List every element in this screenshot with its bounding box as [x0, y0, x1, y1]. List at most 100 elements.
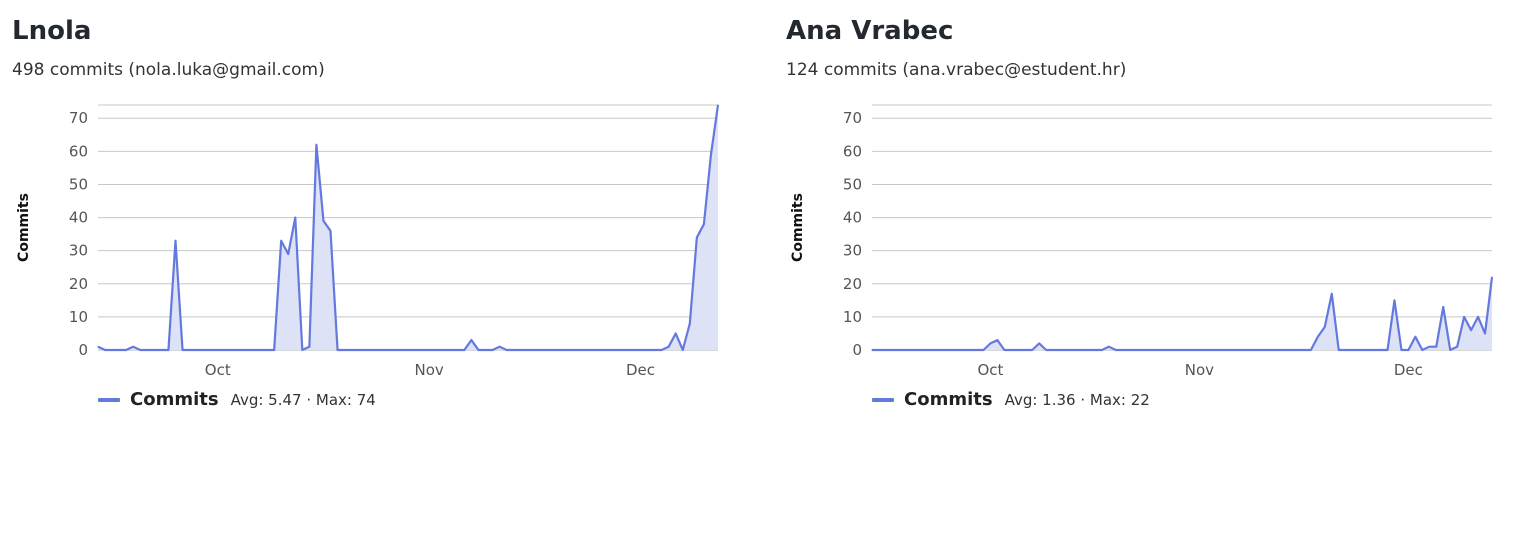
data-point — [1463, 316, 1465, 318]
data-point — [1073, 349, 1075, 351]
data-point — [231, 349, 233, 351]
data-point — [1129, 349, 1131, 351]
data-point — [506, 349, 508, 351]
data-point — [1136, 349, 1138, 351]
commits-chart: 0 10 20 30 40 50 60 70 Oct Nov Dec Commits — [16, 104, 720, 379]
data-point — [689, 322, 691, 325]
data-point — [196, 349, 198, 351]
legend-stats: Avg: 5.47 · Max: 74 — [230, 390, 376, 409]
data-point — [97, 346, 99, 348]
data-point — [484, 349, 487, 351]
chart-legend[interactable]: Commits Avg: 5.47 · Max: 74 — [98, 389, 376, 410]
data-point — [1456, 346, 1458, 348]
data-point — [590, 349, 592, 351]
series-line — [872, 277, 1494, 352]
data-point — [174, 240, 177, 242]
data-point — [407, 349, 409, 351]
data-point — [1163, 349, 1166, 351]
y-axis-label: Commits — [790, 193, 806, 262]
data-point — [1400, 349, 1403, 351]
x-tick-label: Dec — [1394, 361, 1423, 379]
data-point — [273, 349, 275, 351]
y-tick-label: 10 — [69, 308, 88, 326]
data-point — [294, 216, 296, 219]
data-point — [1484, 332, 1486, 335]
y-tick-label: 40 — [69, 209, 88, 227]
data-point — [1296, 349, 1298, 351]
data-point — [1379, 349, 1382, 351]
data-point — [611, 349, 613, 351]
data-point — [1212, 349, 1214, 351]
data-point — [871, 349, 873, 351]
data-point — [181, 349, 184, 351]
contributor-name[interactable]: Lnola — [12, 16, 92, 46]
data-point — [569, 349, 571, 351]
data-point — [336, 349, 339, 351]
data-point — [1003, 349, 1005, 351]
data-point — [167, 349, 170, 351]
data-point — [520, 349, 522, 351]
data-point — [892, 349, 894, 351]
data-point — [1254, 349, 1256, 351]
data-point — [379, 349, 381, 351]
commit-summary: 124 commits (ana.vrabec@estudent.hr) — [786, 60, 1127, 80]
data-point — [562, 349, 564, 351]
data-point — [632, 349, 635, 351]
commit-summary: 498 commits (nola.luka@gmail.com) — [12, 60, 325, 80]
data-point — [941, 349, 943, 351]
data-point — [1359, 349, 1361, 351]
data-point — [428, 349, 430, 351]
data-point — [682, 349, 684, 351]
data-point — [217, 349, 219, 351]
data-point — [954, 349, 957, 351]
x-tick-label: Oct — [205, 361, 231, 379]
chart-legend[interactable]: Commits Avg: 1.36 · Max: 22 — [872, 389, 1150, 410]
contributor-card: Ana Vrabec 124 commits (ana.vrabec@estud… — [786, 0, 1518, 544]
data-point — [252, 349, 254, 351]
contributor-name[interactable]: Ana Vrabec — [786, 16, 954, 46]
data-point — [365, 349, 367, 351]
data-point — [1317, 336, 1319, 338]
data-point — [1101, 349, 1103, 351]
data-point — [287, 253, 289, 255]
data-point — [343, 349, 346, 351]
data-point — [996, 339, 998, 341]
data-point — [1477, 316, 1479, 318]
data-point — [1366, 349, 1368, 351]
data-point — [315, 144, 318, 146]
data-point — [1226, 349, 1228, 351]
data-point — [913, 349, 915, 351]
data-point — [358, 349, 360, 351]
data-point — [139, 349, 141, 351]
data-point — [934, 349, 936, 351]
data-point — [224, 349, 226, 351]
data-point — [534, 349, 536, 351]
y-tick-label: 40 — [843, 209, 862, 227]
data-point — [1087, 349, 1089, 351]
y-tick-label: 50 — [69, 175, 88, 193]
data-point — [1372, 349, 1375, 351]
data-point — [1157, 349, 1159, 351]
data-point — [1449, 349, 1451, 351]
data-point — [1052, 349, 1054, 351]
legend-swatch — [872, 397, 894, 402]
data-point — [920, 349, 922, 351]
data-point — [527, 349, 529, 351]
data-point — [668, 346, 670, 348]
data-point — [975, 349, 978, 351]
data-point — [661, 349, 663, 351]
data-point — [899, 349, 901, 351]
x-tick-label: Nov — [414, 361, 443, 379]
data-point — [132, 346, 134, 348]
data-point — [463, 349, 465, 351]
data-point — [456, 349, 458, 351]
data-point — [1275, 349, 1277, 351]
data-point — [1010, 349, 1012, 351]
data-point — [435, 349, 437, 351]
series-line — [97, 104, 720, 352]
data-point — [927, 349, 929, 351]
data-point — [1442, 306, 1444, 308]
data-point — [1352, 349, 1354, 351]
data-point — [576, 349, 578, 351]
data-point — [1428, 346, 1430, 348]
